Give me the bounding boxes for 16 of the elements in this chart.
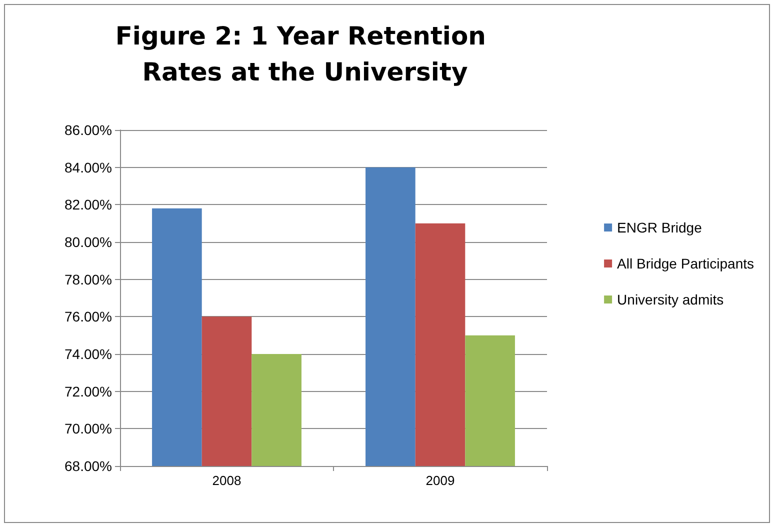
x-tick-label: 2009 — [426, 473, 455, 488]
y-tick-label: 76.00% — [64, 308, 112, 325]
y-tick-label: 72.00% — [64, 383, 112, 400]
y-tick-label: 74.00% — [64, 346, 112, 362]
y-tick-label: 68.00% — [64, 458, 112, 474]
y-tick-label: 80.00% — [64, 234, 112, 250]
legend-label: University admits — [617, 292, 724, 308]
legend-label: ENGR Bridge — [617, 220, 702, 236]
y-tick-label: 82.00% — [64, 196, 112, 213]
y-tick-label: 78.00% — [64, 271, 112, 288]
legend-label: All Bridge Participants — [617, 256, 754, 272]
y-tick-label: 86.00% — [64, 122, 112, 138]
x-tick-label: 2008 — [212, 473, 242, 488]
chart-title: Figure 2: 1 Year Retention Rates at the University — [115, 22, 495, 86]
y-tick-label: 84.00% — [64, 159, 112, 176]
y-tick-label: 70.00% — [64, 420, 112, 437]
